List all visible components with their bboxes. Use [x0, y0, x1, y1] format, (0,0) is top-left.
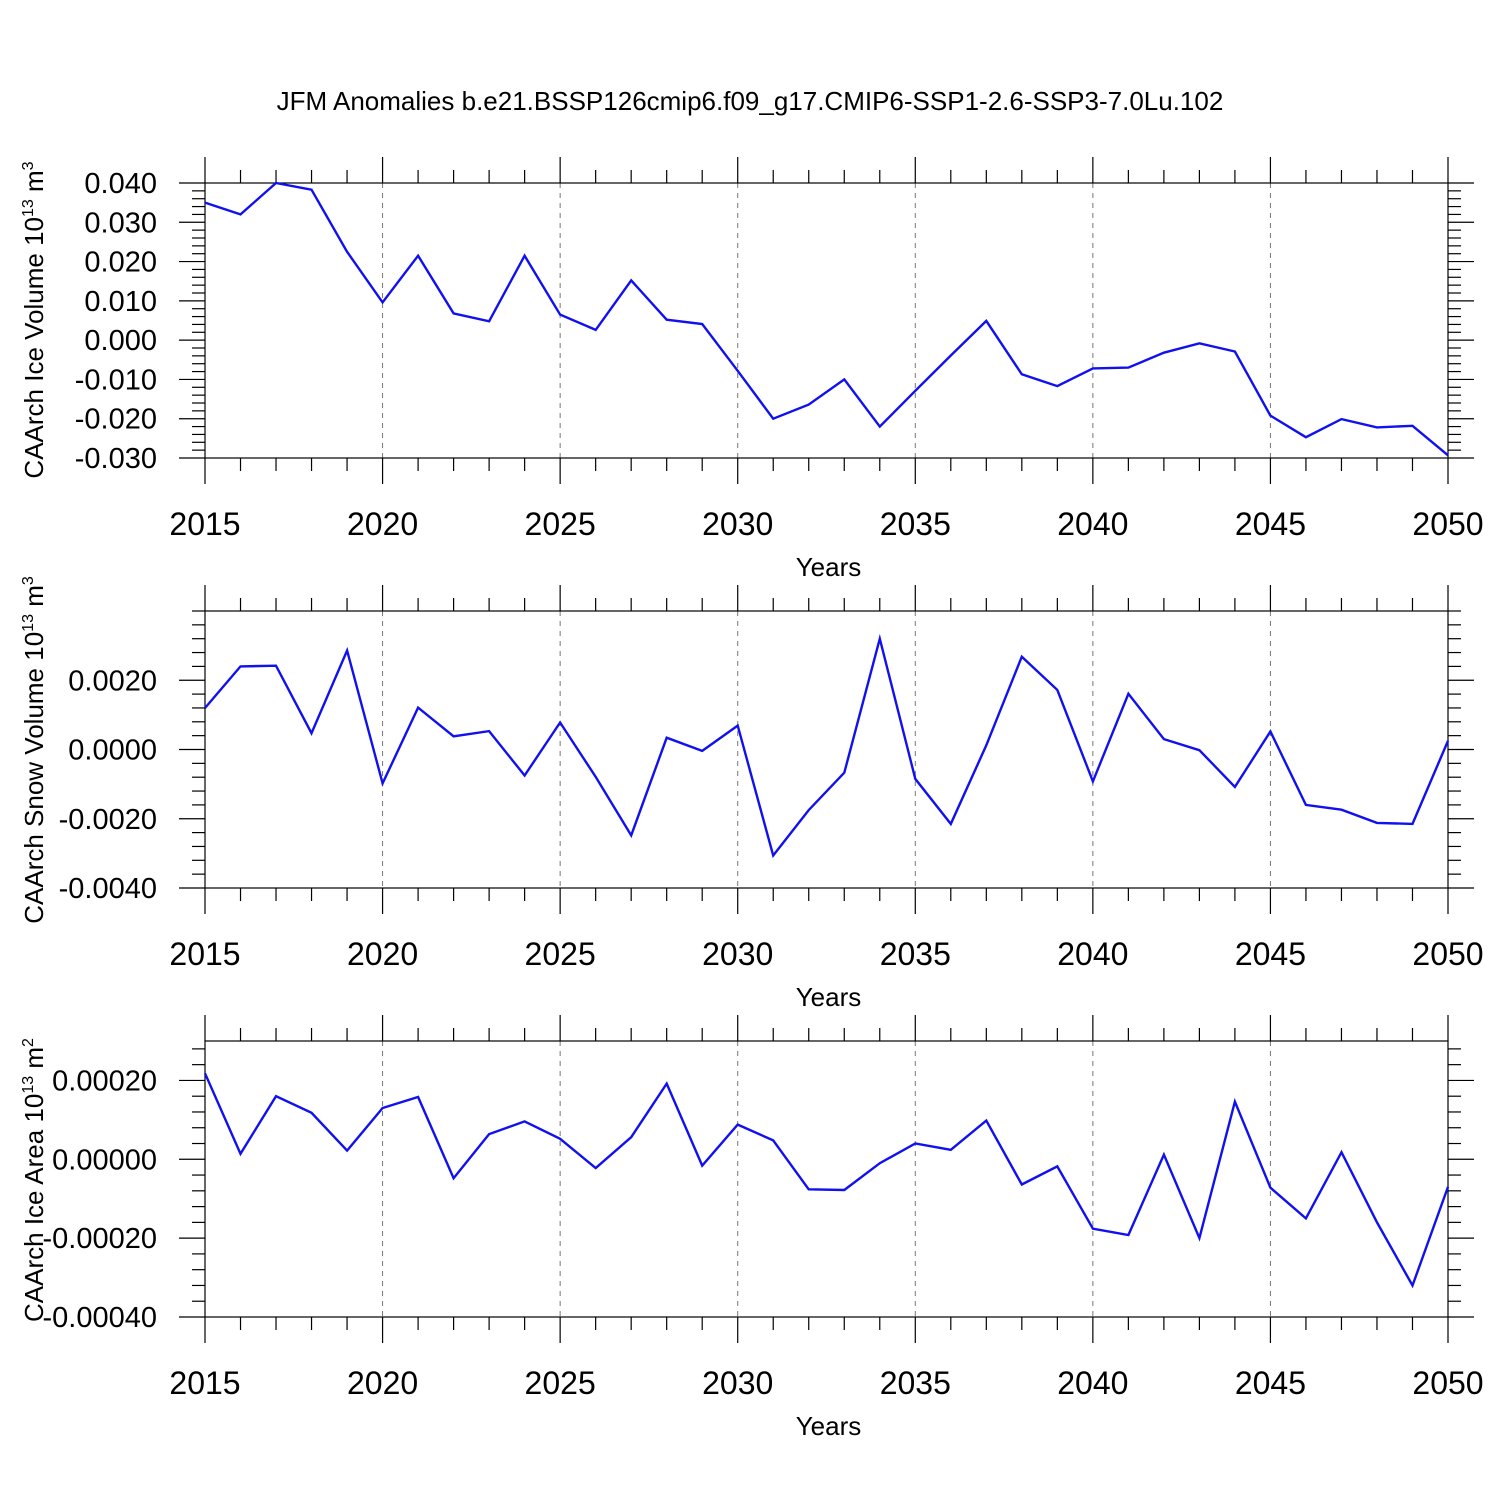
x-tick-label: 2045: [1235, 506, 1306, 542]
series-line: [204, 633, 1450, 859]
x-tick-label: 2030: [702, 506, 773, 542]
y-tick-label: 0.00020: [52, 1065, 157, 1097]
y-axis-title: CAArch Ice Area 1013 m2: [19, 1038, 49, 1322]
x-tick-label: 2025: [525, 506, 596, 542]
y-axis-title: CAArch Ice Volume 1013 m3: [19, 161, 49, 478]
y-tick-label: -0.0040: [59, 873, 157, 905]
chart-panel-1: 0.040 0.030 0.020 0.010 0.000 -0.010 -0.020 -0.…: [19, 157, 1484, 582]
y-tick-label: -0.00020: [43, 1223, 158, 1255]
x-tick-label: 2025: [525, 936, 596, 972]
x-tick-label: 2015: [169, 1365, 240, 1401]
chart-title: JFM Anomalies b.e21.BSSP126cmip6.f09_g17…: [277, 86, 1224, 116]
x-axis-title: Years: [796, 552, 862, 582]
y-tick-label: 0.0000: [68, 735, 157, 767]
x-tick-label: 2015: [169, 936, 240, 972]
series-line: [203, 1072, 1450, 1289]
series-line: [204, 181, 1449, 457]
x-tick-label: 2045: [1235, 1365, 1306, 1401]
x-tick-label: 2030: [702, 936, 773, 972]
y-tick-label: 0.000: [84, 325, 157, 357]
x-tick-label: 2035: [880, 1365, 951, 1401]
x-axis-title: Years: [796, 982, 862, 1012]
x-tick-label: 2035: [880, 936, 951, 972]
y-tick-label: 0.0020: [68, 665, 157, 697]
x-tick-label: 2040: [1057, 506, 1128, 542]
x-tick-label: 2020: [347, 936, 418, 972]
x-tick-label: 2015: [169, 506, 240, 542]
y-tick-label: 0.020: [84, 247, 157, 279]
y-tick-label: -0.010: [75, 364, 157, 396]
y-tick-label: -0.030: [75, 443, 157, 475]
y-tick-label: -0.00040: [43, 1302, 158, 1334]
x-tick-label: 2045: [1235, 936, 1306, 972]
x-tick-label: 2050: [1412, 1365, 1483, 1401]
y-tick-label: -0.0020: [59, 804, 157, 836]
chart-panel-2: 0.0020 0.0000 -0.0020 -0.0040 2015 2020 2025 20…: [19, 576, 1484, 1012]
x-tick-label: 2025: [525, 1365, 596, 1401]
x-tick-label: 2040: [1057, 1365, 1128, 1401]
chart-panel-3: 0.00020 0.00000 -0.00020 -0.00040 2015 2020 20…: [19, 1015, 1484, 1441]
y-axis-title: CAArch Snow Volume 1013 m3: [19, 576, 49, 924]
x-tick-label: 2050: [1412, 936, 1483, 972]
plot-frame: [204, 610, 1449, 889]
y-tick-label: 0.00000: [52, 1144, 157, 1176]
plot-frame: [204, 1040, 1449, 1318]
plot-frame: [204, 182, 1449, 459]
x-tick-label: 2050: [1412, 506, 1483, 542]
y-tick-label: 0.030: [84, 207, 157, 239]
y-tick-label: 0.040: [84, 168, 157, 200]
x-axis-title: Years: [796, 1411, 862, 1441]
y-tick-label: 0.010: [84, 286, 157, 318]
y-tick-label: -0.020: [75, 404, 157, 436]
x-tick-label: 2030: [702, 1365, 773, 1401]
x-tick-label: 2035: [880, 506, 951, 542]
x-tick-label: 2040: [1057, 936, 1128, 972]
x-tick-label: 2020: [347, 506, 418, 542]
x-tick-label: 2020: [347, 1365, 418, 1401]
